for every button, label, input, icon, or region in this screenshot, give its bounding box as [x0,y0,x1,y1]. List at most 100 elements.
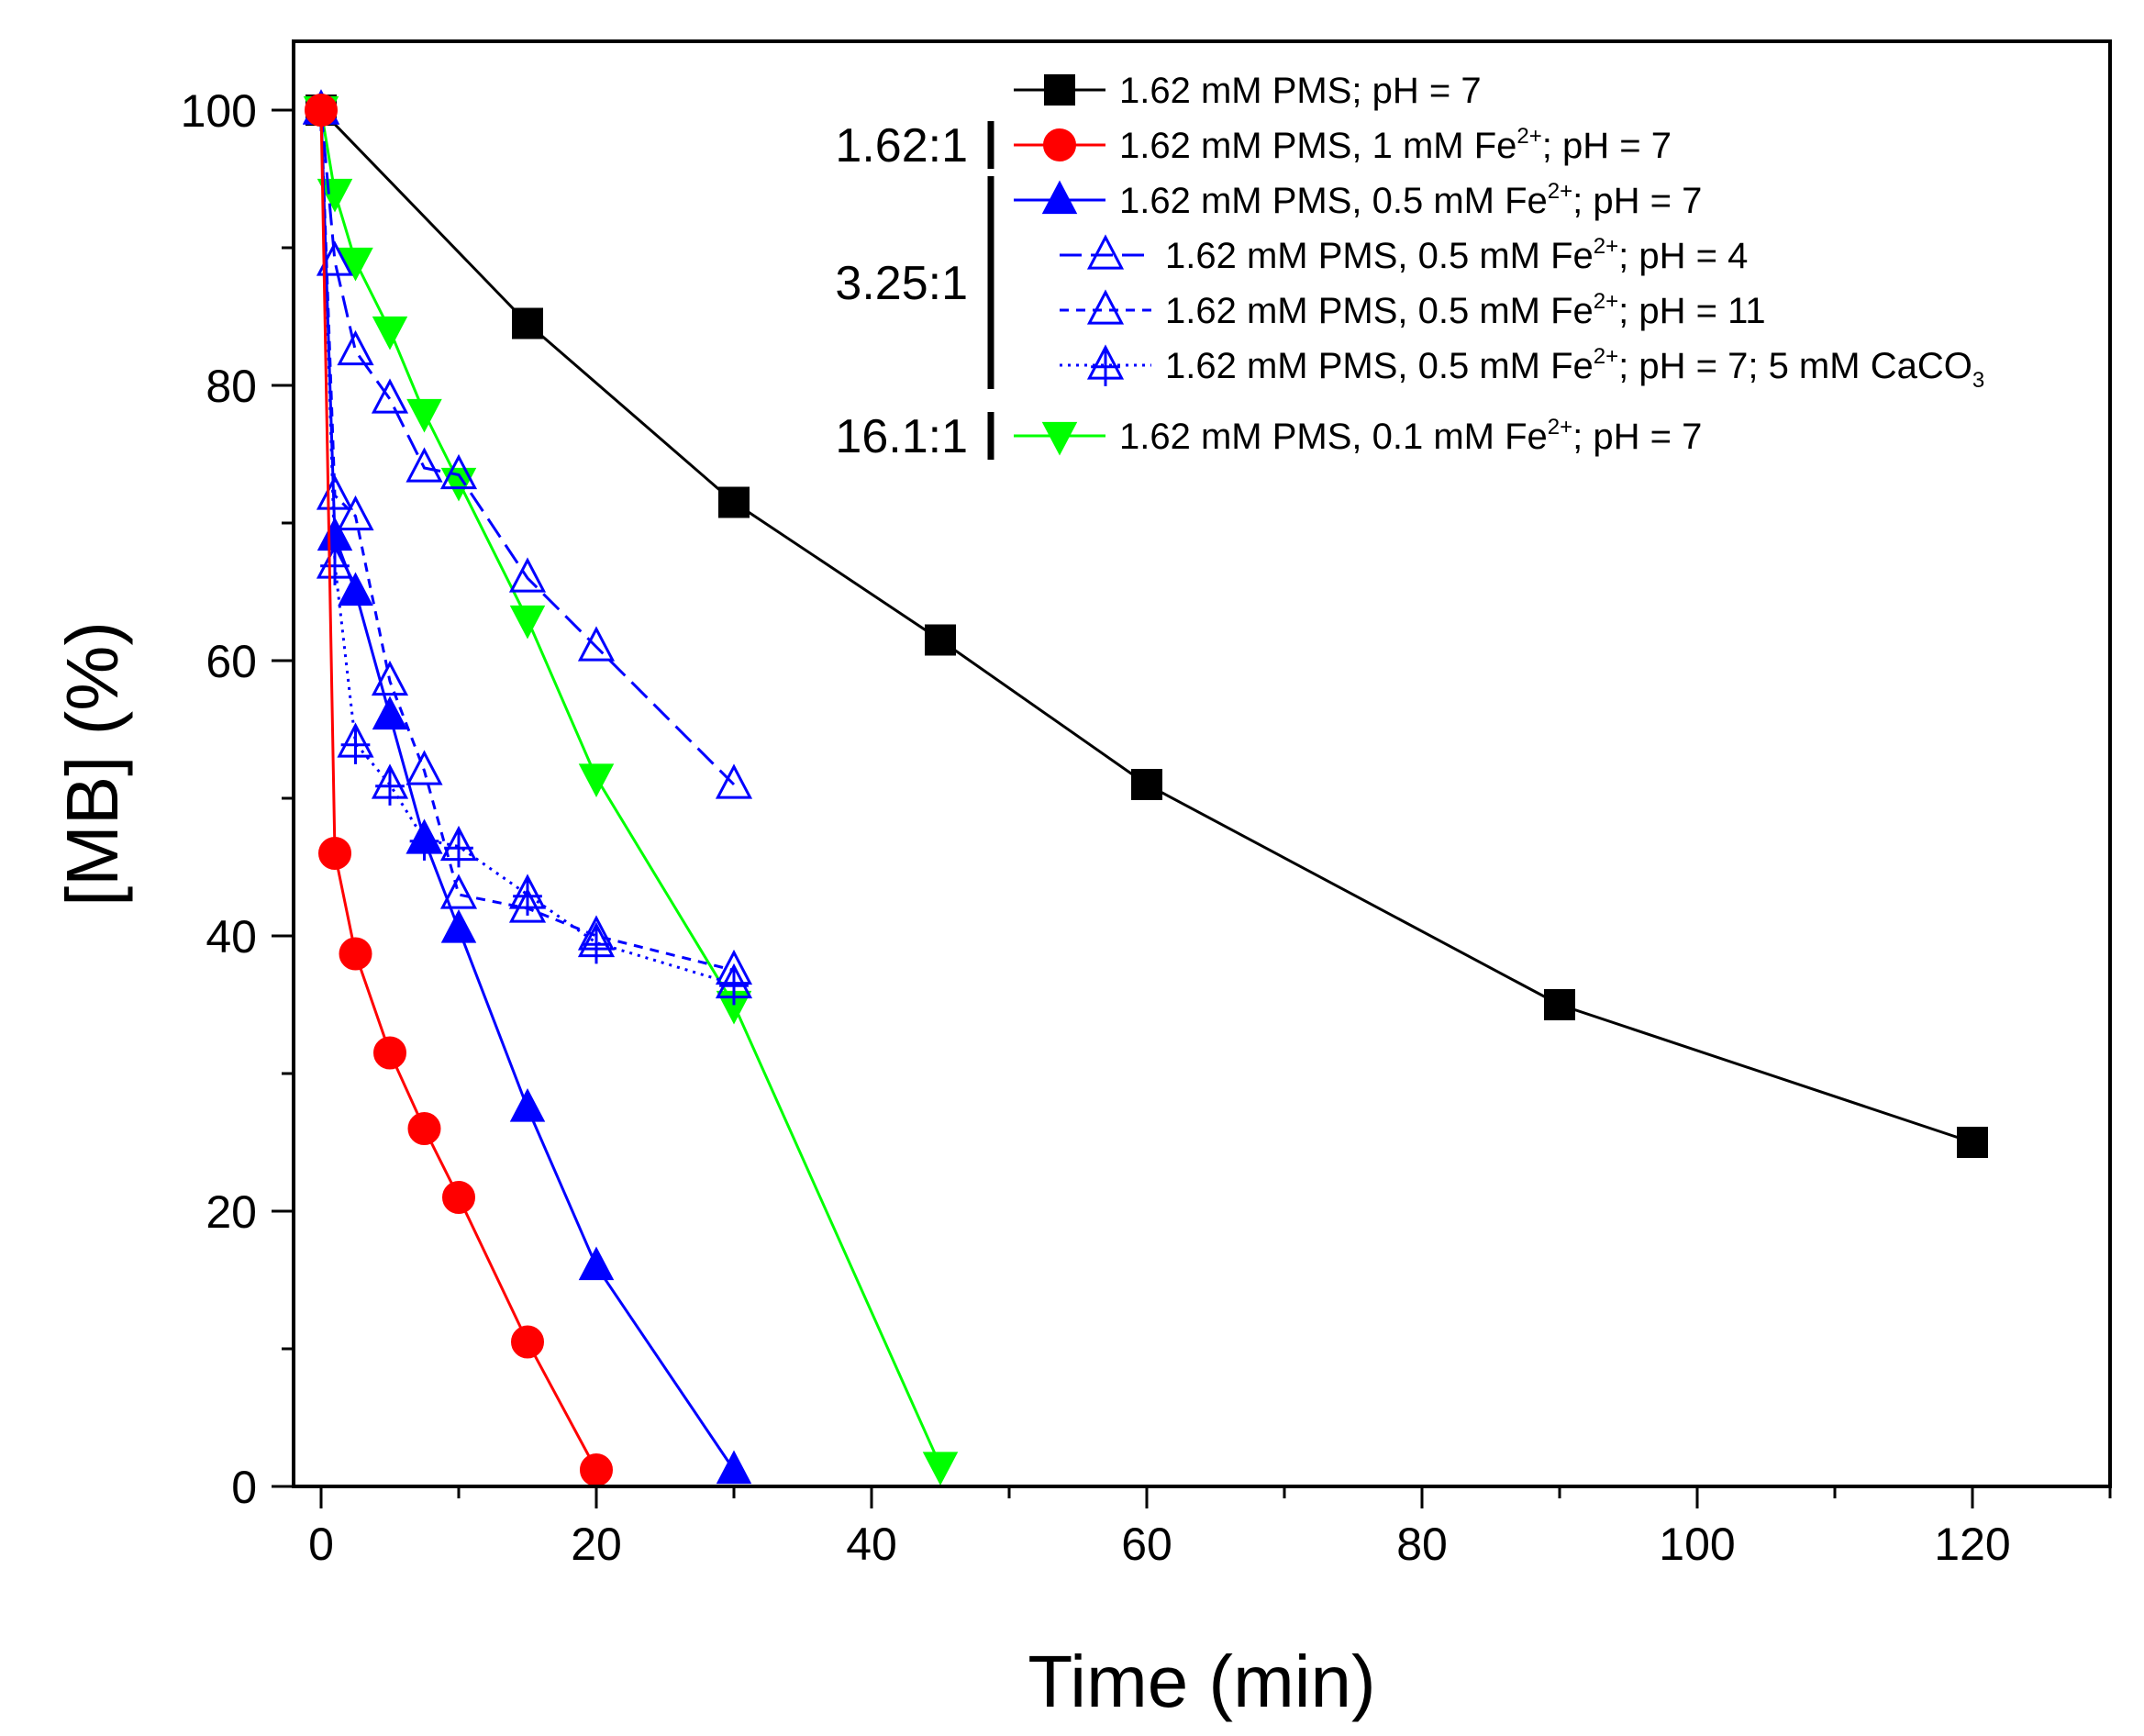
legend-marker-2 [1041,180,1078,215]
ratio-label-0: 1.62:1 [835,119,968,172]
y-tick-label: 0 [231,1462,257,1513]
legend-label-part: 1.62 mM PMS, 0.5 mM Fe [1165,236,1594,276]
legend-marker-3 [1086,234,1125,270]
series-4-point [508,887,547,923]
x-tick-label: 20 [571,1519,622,1570]
legend-label-part: ; pH = 7 [1572,181,1702,221]
plot-frame [292,39,2112,1488]
y-tick-label: 80 [206,361,257,412]
x-tick-label: 60 [1121,1519,1172,1570]
series-1-point [511,1325,544,1359]
legend-marker-4 [1086,289,1125,325]
x-tick-label: 40 [846,1519,897,1570]
x-tick-label: 0 [308,1519,334,1570]
series-6-point [372,316,408,351]
series-2-point [406,819,442,854]
series-2-point [372,696,408,730]
legend-marker-6 [1041,421,1078,456]
series-1-point [318,837,351,870]
series-0-point [1131,769,1162,800]
legend-label-part: ; pH = 7; 5 mM CaCO [1618,346,1972,386]
legend-label-0: 1.62 mM PMS; pH = 7 [1119,71,1482,111]
series-3-point [405,447,443,483]
series-2-point [440,908,477,943]
series-5-line [319,109,735,985]
series-1-point [373,1036,406,1070]
legend-label-5: 1.62 mM PMS, 0.5 mM Fe2+​; pH = 7; 5 mM … [1165,344,1984,393]
axes: 0 20 40 60 80 100 120 0 20 40 60 80 100 [181,85,2112,1570]
series-6-point [509,605,546,640]
y-tick-label: 40 [206,911,257,963]
plot-marks [302,89,1988,1486]
legend-label-part: 1.62 mM PMS, 0.5 mM Fe [1165,346,1594,386]
legend-marker-0 [1044,74,1075,106]
legend-label-part: 1.62 mM PMS; pH = 7 [1119,71,1482,111]
series-3-point [337,329,374,366]
series-3-point [508,557,547,593]
legend-label-6: 1.62 mM PMS, 0.1 mM Fe2+​; pH = 7 [1119,415,1702,457]
series-1-point [407,1112,441,1145]
series-3-point [371,378,409,414]
ratio-label-2: 16.1:1 [835,410,968,463]
legend-label-part: 2+ [1548,415,1572,440]
series-6-line [319,109,942,1467]
series-2-point [716,1450,752,1485]
legend-label-2: 1.62 mM PMS, 0.5 mM Fe2+​; pH = 7 [1119,179,1702,221]
legend-label-part: 1.62 mM PMS, 0.5 mM Fe [1165,291,1594,331]
y-tick-label: 20 [206,1186,257,1238]
legend-label-part: 2+ [1594,289,1618,314]
legend-label-part: 2+ [1594,344,1618,369]
legend: 1.62 mM PMS; pH = 71.62 mM PMS, 1 mM Fe2… [835,71,1984,463]
series-1-line [319,109,598,1471]
legend-label-1: 1.62 mM PMS, 1 mM Fe2+​; pH = 7 [1119,124,1672,166]
y-tick-label: 100 [181,85,257,137]
series-0-point [925,624,956,656]
legend-label-part: 1.62 mM PMS, 0.1 mM Fe [1119,417,1548,457]
series-4-point [439,874,478,909]
series-2 [303,90,752,1485]
series-3-line [319,109,736,786]
series-0-point [718,486,750,518]
legend-label-3: 1.62 mM PMS, 0.5 mM Fe2+​; pH = 4 [1165,234,1748,276]
series-2-point [509,1087,546,1122]
legend-label-4: 1.62 mM PMS, 0.5 mM Fe2+​; pH = 11 [1165,289,1766,331]
legend-label-part: 1.62 mM PMS, 1 mM Fe [1119,126,1516,166]
legend-label-part: 3 [1972,368,1984,393]
series-2-point [317,517,353,551]
series-0-point [1957,1127,1988,1158]
legend-label-part: 2+ [1548,179,1572,204]
series-4-point [371,660,409,696]
series-4-line [319,109,735,972]
legend-label-part: 2+ [1516,124,1541,149]
series-6-point [440,467,477,502]
legend-label-part: 2+ [1594,234,1618,259]
series-4-point [337,495,374,531]
series-2-point [338,572,373,606]
x-axis-title: Time (min) [1028,1641,1375,1722]
series-5 [302,89,753,1006]
x-tick-label: 80 [1396,1519,1448,1570]
series-2-point [578,1246,615,1281]
series-0-point [512,307,543,339]
legend-label-part: ; pH = 7 [1542,126,1672,166]
legend-label-part: ; pH = 4 [1618,236,1748,276]
series-1-point [305,94,338,127]
series-3 [302,89,753,799]
series-6-point [922,1452,959,1486]
series-6-point [338,247,373,282]
x-tick-label: 100 [1659,1519,1735,1570]
series-3-point [577,626,616,662]
series-6-point [578,763,615,798]
y-tick-label: 60 [206,636,257,687]
series-0-point [1544,989,1575,1020]
legend-label-part: ; pH = 11 [1618,291,1765,331]
ratio-label-1: 3.25:1 [835,257,968,310]
legend-label-part: 1.62 mM PMS, 0.5 mM Fe [1119,181,1548,221]
series-3-point [439,453,478,490]
series-6-point [406,398,442,433]
series-1-point [580,1453,613,1486]
series-4-point [405,750,443,785]
legend-marker-1 [1043,128,1076,161]
legend-label-part: ; pH = 7 [1572,417,1702,457]
series-1 [305,94,613,1486]
